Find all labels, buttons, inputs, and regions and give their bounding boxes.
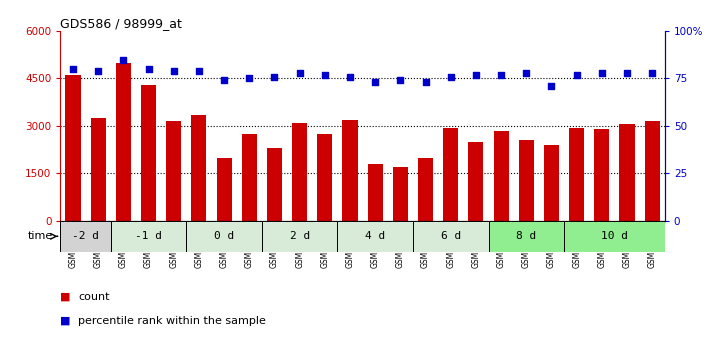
Bar: [91, 118, 106, 221]
Point: [571, 72, 582, 78]
Bar: [469, 142, 483, 221]
Text: 6 d: 6 d: [441, 231, 461, 241]
Point: [294, 70, 305, 76]
Point: [445, 74, 456, 79]
Bar: [519, 140, 534, 221]
Point: [646, 70, 658, 76]
Bar: [242, 134, 257, 221]
Bar: [317, 134, 333, 221]
Point: [68, 66, 79, 72]
Text: -2 d: -2 d: [72, 231, 99, 241]
Bar: [393, 167, 408, 221]
Bar: [141, 85, 156, 221]
Bar: [217, 158, 232, 221]
Point: [319, 72, 331, 78]
Bar: [343, 120, 358, 221]
Point: [546, 83, 557, 89]
Point: [218, 78, 230, 83]
Text: 8 d: 8 d: [516, 231, 536, 241]
Bar: [645, 121, 660, 221]
Bar: [111, 221, 186, 252]
Bar: [65, 75, 80, 221]
Bar: [166, 121, 181, 221]
Point: [370, 80, 381, 85]
Point: [244, 76, 255, 81]
Point: [596, 70, 607, 76]
Bar: [60, 221, 111, 252]
Text: percentile rank within the sample: percentile rank within the sample: [78, 316, 266, 326]
Text: time: time: [28, 231, 53, 241]
Point: [269, 74, 280, 79]
Point: [420, 80, 432, 85]
Text: 4 d: 4 d: [365, 231, 385, 241]
Text: ■: ■: [60, 316, 71, 326]
Text: 10 d: 10 d: [601, 231, 628, 241]
Bar: [191, 115, 206, 221]
Point: [496, 72, 507, 78]
Point: [470, 72, 481, 78]
Bar: [116, 63, 131, 221]
Text: 0 d: 0 d: [214, 231, 234, 241]
Bar: [594, 129, 609, 221]
Bar: [418, 158, 433, 221]
Bar: [186, 221, 262, 252]
Bar: [413, 221, 488, 252]
Bar: [488, 221, 564, 252]
Bar: [493, 131, 508, 221]
Bar: [292, 123, 307, 221]
Text: 2 d: 2 d: [289, 231, 310, 241]
Bar: [564, 221, 665, 252]
Point: [92, 68, 104, 74]
Bar: [262, 221, 338, 252]
Bar: [368, 164, 383, 221]
Text: -1 d: -1 d: [135, 231, 162, 241]
Bar: [569, 128, 584, 221]
Bar: [619, 124, 635, 221]
Point: [193, 68, 205, 74]
Bar: [338, 221, 413, 252]
Bar: [267, 148, 282, 221]
Point: [168, 68, 179, 74]
Text: GDS586 / 98999_at: GDS586 / 98999_at: [60, 17, 182, 30]
Point: [395, 78, 406, 83]
Text: count: count: [78, 292, 109, 302]
Bar: [443, 128, 459, 221]
Point: [520, 70, 532, 76]
Point: [118, 57, 129, 62]
Bar: [544, 145, 559, 221]
Point: [621, 70, 633, 76]
Text: ■: ■: [60, 292, 71, 302]
Point: [143, 66, 154, 72]
Point: [344, 74, 356, 79]
